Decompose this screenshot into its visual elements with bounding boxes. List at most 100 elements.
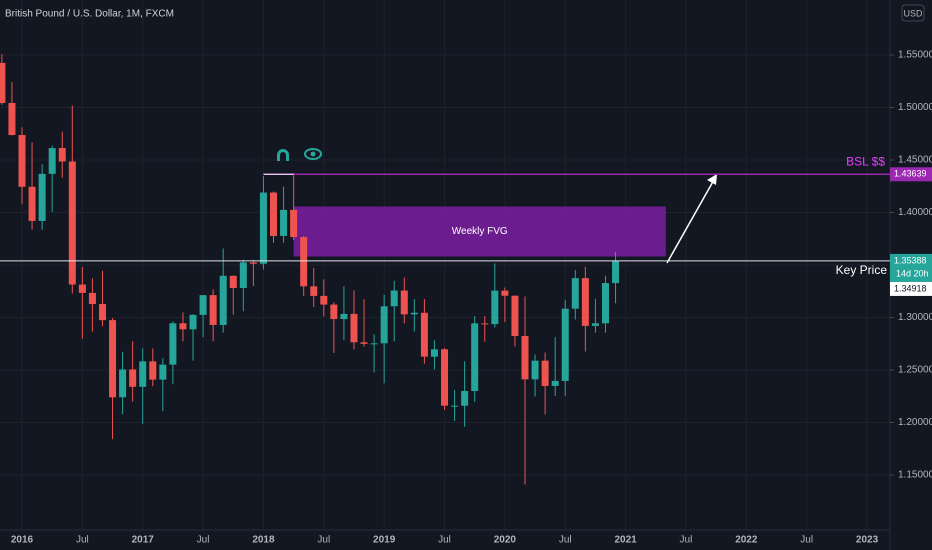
x-tick-label: Jul <box>197 535 210 546</box>
candle-body <box>561 308 569 381</box>
candle-body <box>400 290 408 315</box>
candle-body <box>109 320 117 398</box>
candle-body <box>290 209 298 238</box>
candle-body <box>310 286 318 296</box>
candle-body <box>612 260 620 284</box>
countdown: 14d 20h <box>896 268 929 278</box>
x-tick-label: 2020 <box>494 535 517 546</box>
magnet-icon[interactable] <box>277 149 289 161</box>
x-tick-label: 2023 <box>856 535 879 546</box>
chart-title: British Pound / U.S. Dollar, 1M, FXCM <box>5 9 174 20</box>
candle-body <box>350 313 358 343</box>
x-tick-label: 2019 <box>373 535 396 546</box>
projection-arrow <box>666 174 717 264</box>
candle-body <box>380 306 388 344</box>
candle-body <box>259 192 267 264</box>
currency: USD <box>903 8 923 18</box>
candle-body <box>390 290 398 307</box>
key-price-label: Key Price <box>836 263 888 277</box>
candle-body <box>159 364 167 380</box>
fvg-zone <box>293 206 666 257</box>
candle-body <box>48 148 56 174</box>
candle-body <box>571 278 579 309</box>
bsl-label: BSL $$ <box>846 154 885 168</box>
candle-body <box>551 380 559 386</box>
candle-body <box>410 312 418 315</box>
y-tick-label: 1.30000 <box>898 312 932 323</box>
y-tick-label: 1.50000 <box>898 102 932 113</box>
candle-body <box>0 62 6 103</box>
candle-body <box>249 262 257 264</box>
candle-body <box>28 186 36 221</box>
candle-body <box>179 323 187 330</box>
x-tick-label: Jul <box>317 535 330 546</box>
candle-body <box>98 304 106 321</box>
candle-body <box>511 295 519 336</box>
candle-body <box>199 295 207 315</box>
candle-body <box>229 275 237 288</box>
candle-body <box>531 360 539 380</box>
candle-body <box>209 295 217 325</box>
y-tick-label: 1.45000 <box>898 155 932 166</box>
candle-body <box>340 313 348 320</box>
candle-body <box>38 173 46 221</box>
candle-body <box>441 349 449 406</box>
candle-body <box>420 312 428 357</box>
candle-body <box>129 369 137 387</box>
plot <box>0 54 666 485</box>
x-tick-label: 2017 <box>132 535 155 546</box>
x-tick-label: Jul <box>559 535 572 546</box>
eye-icon[interactable] <box>304 148 322 160</box>
x-tick-label: Jul <box>680 535 693 546</box>
candle-body <box>88 292 96 305</box>
fvg-label: Weekly FVG <box>452 226 508 237</box>
candle-body <box>169 323 177 365</box>
candle-body <box>370 343 378 345</box>
candle-body <box>239 262 247 288</box>
candle-body <box>491 290 499 325</box>
x-tick-label: 2016 <box>11 535 34 546</box>
bsl-price-box <box>890 167 932 182</box>
candle-body <box>300 237 308 287</box>
candle-body <box>541 360 549 386</box>
candle-body <box>591 323 599 326</box>
candle-body <box>119 369 127 398</box>
x-tick-label: 2021 <box>614 535 637 546</box>
x-tick-label: Jul <box>76 535 89 546</box>
candle-body <box>481 323 489 325</box>
candle-body <box>58 148 66 162</box>
y-tick-label: 1.55000 <box>898 50 932 61</box>
prev-close: 1.34918 <box>894 283 927 293</box>
candle-body <box>219 275 227 325</box>
bsl-price: 1.43639 <box>894 169 927 179</box>
candle-body <box>270 192 277 236</box>
candle-body <box>330 304 338 320</box>
y-tick-label: 1.15000 <box>898 470 932 481</box>
x-tick-label: 2018 <box>252 535 275 546</box>
candle-body <box>18 135 26 187</box>
y-tick-label: 1.25000 <box>898 365 932 376</box>
y-tick-label: 1.40000 <box>898 207 932 218</box>
x-tick-label: Jul <box>438 535 451 546</box>
x-tick-label: Jul <box>800 535 813 546</box>
last-price: 1.35388 <box>894 255 927 265</box>
y-tick-label: 1.20000 <box>898 417 932 428</box>
candle-body <box>501 290 509 296</box>
candle-body <box>68 161 76 285</box>
candle-body <box>320 295 328 305</box>
candle-body <box>78 284 86 293</box>
candle-body <box>581 278 589 326</box>
candle-body <box>451 405 459 407</box>
candle-body <box>430 349 438 357</box>
candle-body <box>360 342 368 344</box>
last-price-box <box>890 253 932 282</box>
prev-close-box <box>890 281 932 296</box>
candle-body <box>280 209 288 236</box>
currency-box[interactable] <box>901 4 925 22</box>
candle-body <box>521 335 529 380</box>
candle-body <box>8 102 16 136</box>
candle-body <box>149 361 157 380</box>
x-tick-label: 2022 <box>735 535 758 546</box>
